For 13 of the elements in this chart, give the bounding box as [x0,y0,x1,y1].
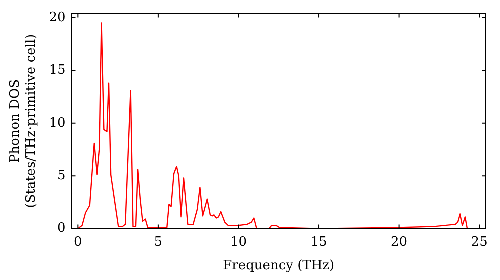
y-tick-label: 5 [57,168,66,184]
x-tick-label: 25 [471,234,488,250]
x-tick-label: 15 [310,234,328,250]
y-tick-label: 10 [49,116,66,131]
x-tick-label: 5 [154,234,163,250]
x-tick-label: 10 [230,234,248,250]
y-tick-label: 15 [49,63,66,78]
x-axis-title: Frequency (THz) [223,258,335,274]
y-axis-title: Phonon DOS (States/THz·primitive cell) [8,34,39,208]
y-tick-label: 20 [49,10,66,26]
x-tick-label: 20 [391,234,408,250]
x-tick-label: 0 [74,234,82,250]
y-tick-label: 0 [57,221,66,236]
